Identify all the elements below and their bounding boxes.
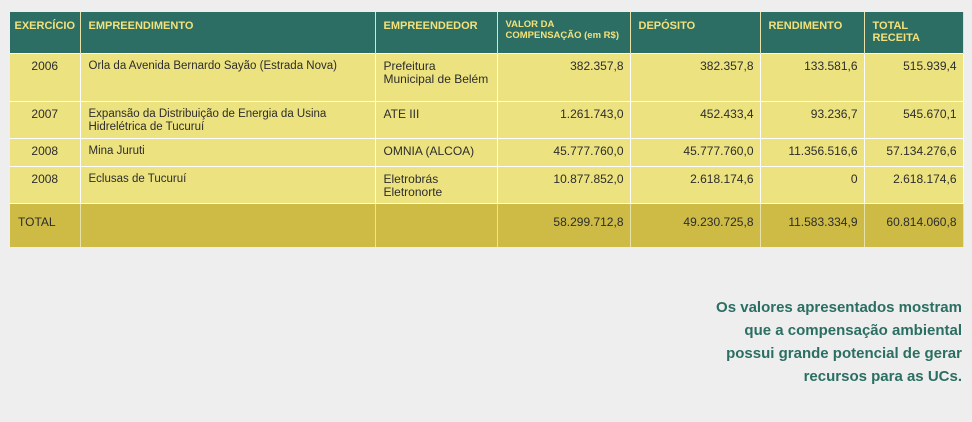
total-empty-cell (80, 203, 376, 247)
total-rendimento: 11.583.334,9 (760, 203, 865, 247)
table-total-row: TOTAL 58.299.712,8 49.230.725,8 11.583.3… (10, 203, 964, 247)
cell-deposito: 2.618.174,6 (630, 166, 761, 204)
cell-total-receita: 545.670,1 (864, 101, 964, 139)
cell-deposito: 382.357,8 (630, 53, 761, 102)
total-receita: 60.814.060,8 (864, 203, 964, 247)
total-label: TOTAL (10, 203, 81, 247)
header-empreendimento: EMPREENDIMENTO (80, 12, 376, 54)
total-valor-compensacao: 58.299.712,8 (497, 203, 631, 247)
header-exercicio: EXERCÍCIO (10, 12, 81, 54)
header-deposito: DEPÓSITO (630, 12, 761, 54)
cell-empreendedor: Eletrobrás Eletronorte (375, 166, 498, 204)
cell-empreendedor: ATE III (375, 101, 498, 139)
cell-rendimento: 133.581,6 (760, 53, 865, 102)
cell-valor-compensacao: 10.877.852,0 (497, 166, 631, 204)
cell-total-receita: 515.939,4 (864, 53, 964, 102)
cell-empreendimento: Orla da Avenida Bernardo Sayão (Estrada … (80, 53, 376, 102)
header-total-receita: TOTAL RECEITA (864, 12, 964, 54)
compensation-table-container: EXERCÍCIO EMPREENDIMENTO EMPREENDEDOR VA… (10, 12, 964, 247)
cell-valor-compensacao: 45.777.760,0 (497, 138, 631, 167)
cell-exercicio: 2008 (10, 138, 81, 167)
cell-rendimento: 11.356.516,6 (760, 138, 865, 167)
cell-empreendedor: Prefeitura Municipal de Belém (375, 53, 498, 102)
cell-deposito: 452.433,4 (630, 101, 761, 139)
total-deposito: 49.230.725,8 (630, 203, 761, 247)
table-header-row: EXERCÍCIO EMPREENDIMENTO EMPREENDEDOR VA… (10, 12, 964, 54)
table-row: 2008 Eclusas de Tucuruí Eletrobrás Eletr… (10, 166, 964, 204)
table-row: 2006 Orla da Avenida Bernardo Sayão (Est… (10, 53, 964, 102)
cell-total-receita: 2.618.174,6 (864, 166, 964, 204)
cell-valor-compensacao: 1.261.743,0 (497, 101, 631, 139)
cell-rendimento: 0 (760, 166, 865, 204)
header-empreendedor: EMPREENDEDOR (375, 12, 498, 54)
cell-rendimento: 93.236,7 (760, 101, 865, 139)
header-valor-compensacao: VALOR DA COMPENSAÇÃO (em R$) (497, 12, 631, 54)
summary-note: Os valores apresentados mostram que a co… (716, 299, 962, 385)
cell-empreendimento: Expansão da Distribuição de Energia da U… (80, 101, 376, 139)
table-row: 2008 Mina Juruti OMNIA (ALCOA) 45.777.76… (10, 138, 964, 167)
compensation-table: EXERCÍCIO EMPREENDIMENTO EMPREENDEDOR VA… (10, 12, 964, 247)
cell-deposito: 45.777.760,0 (630, 138, 761, 167)
total-empty-cell (375, 203, 498, 247)
cell-valor-compensacao: 382.357,8 (497, 53, 631, 102)
cell-exercicio: 2007 (10, 101, 81, 139)
cell-empreendedor: OMNIA (ALCOA) (375, 138, 498, 167)
cell-exercicio: 2008 (10, 166, 81, 204)
cell-total-receita: 57.134.276,6 (864, 138, 964, 167)
table-row: 2007 Expansão da Distribuição de Energia… (10, 101, 964, 139)
cell-empreendimento: Mina Juruti (80, 138, 376, 167)
cell-empreendimento: Eclusas de Tucuruí (80, 166, 376, 204)
header-rendimento: RENDIMENTO (760, 12, 865, 54)
cell-exercicio: 2006 (10, 53, 81, 102)
